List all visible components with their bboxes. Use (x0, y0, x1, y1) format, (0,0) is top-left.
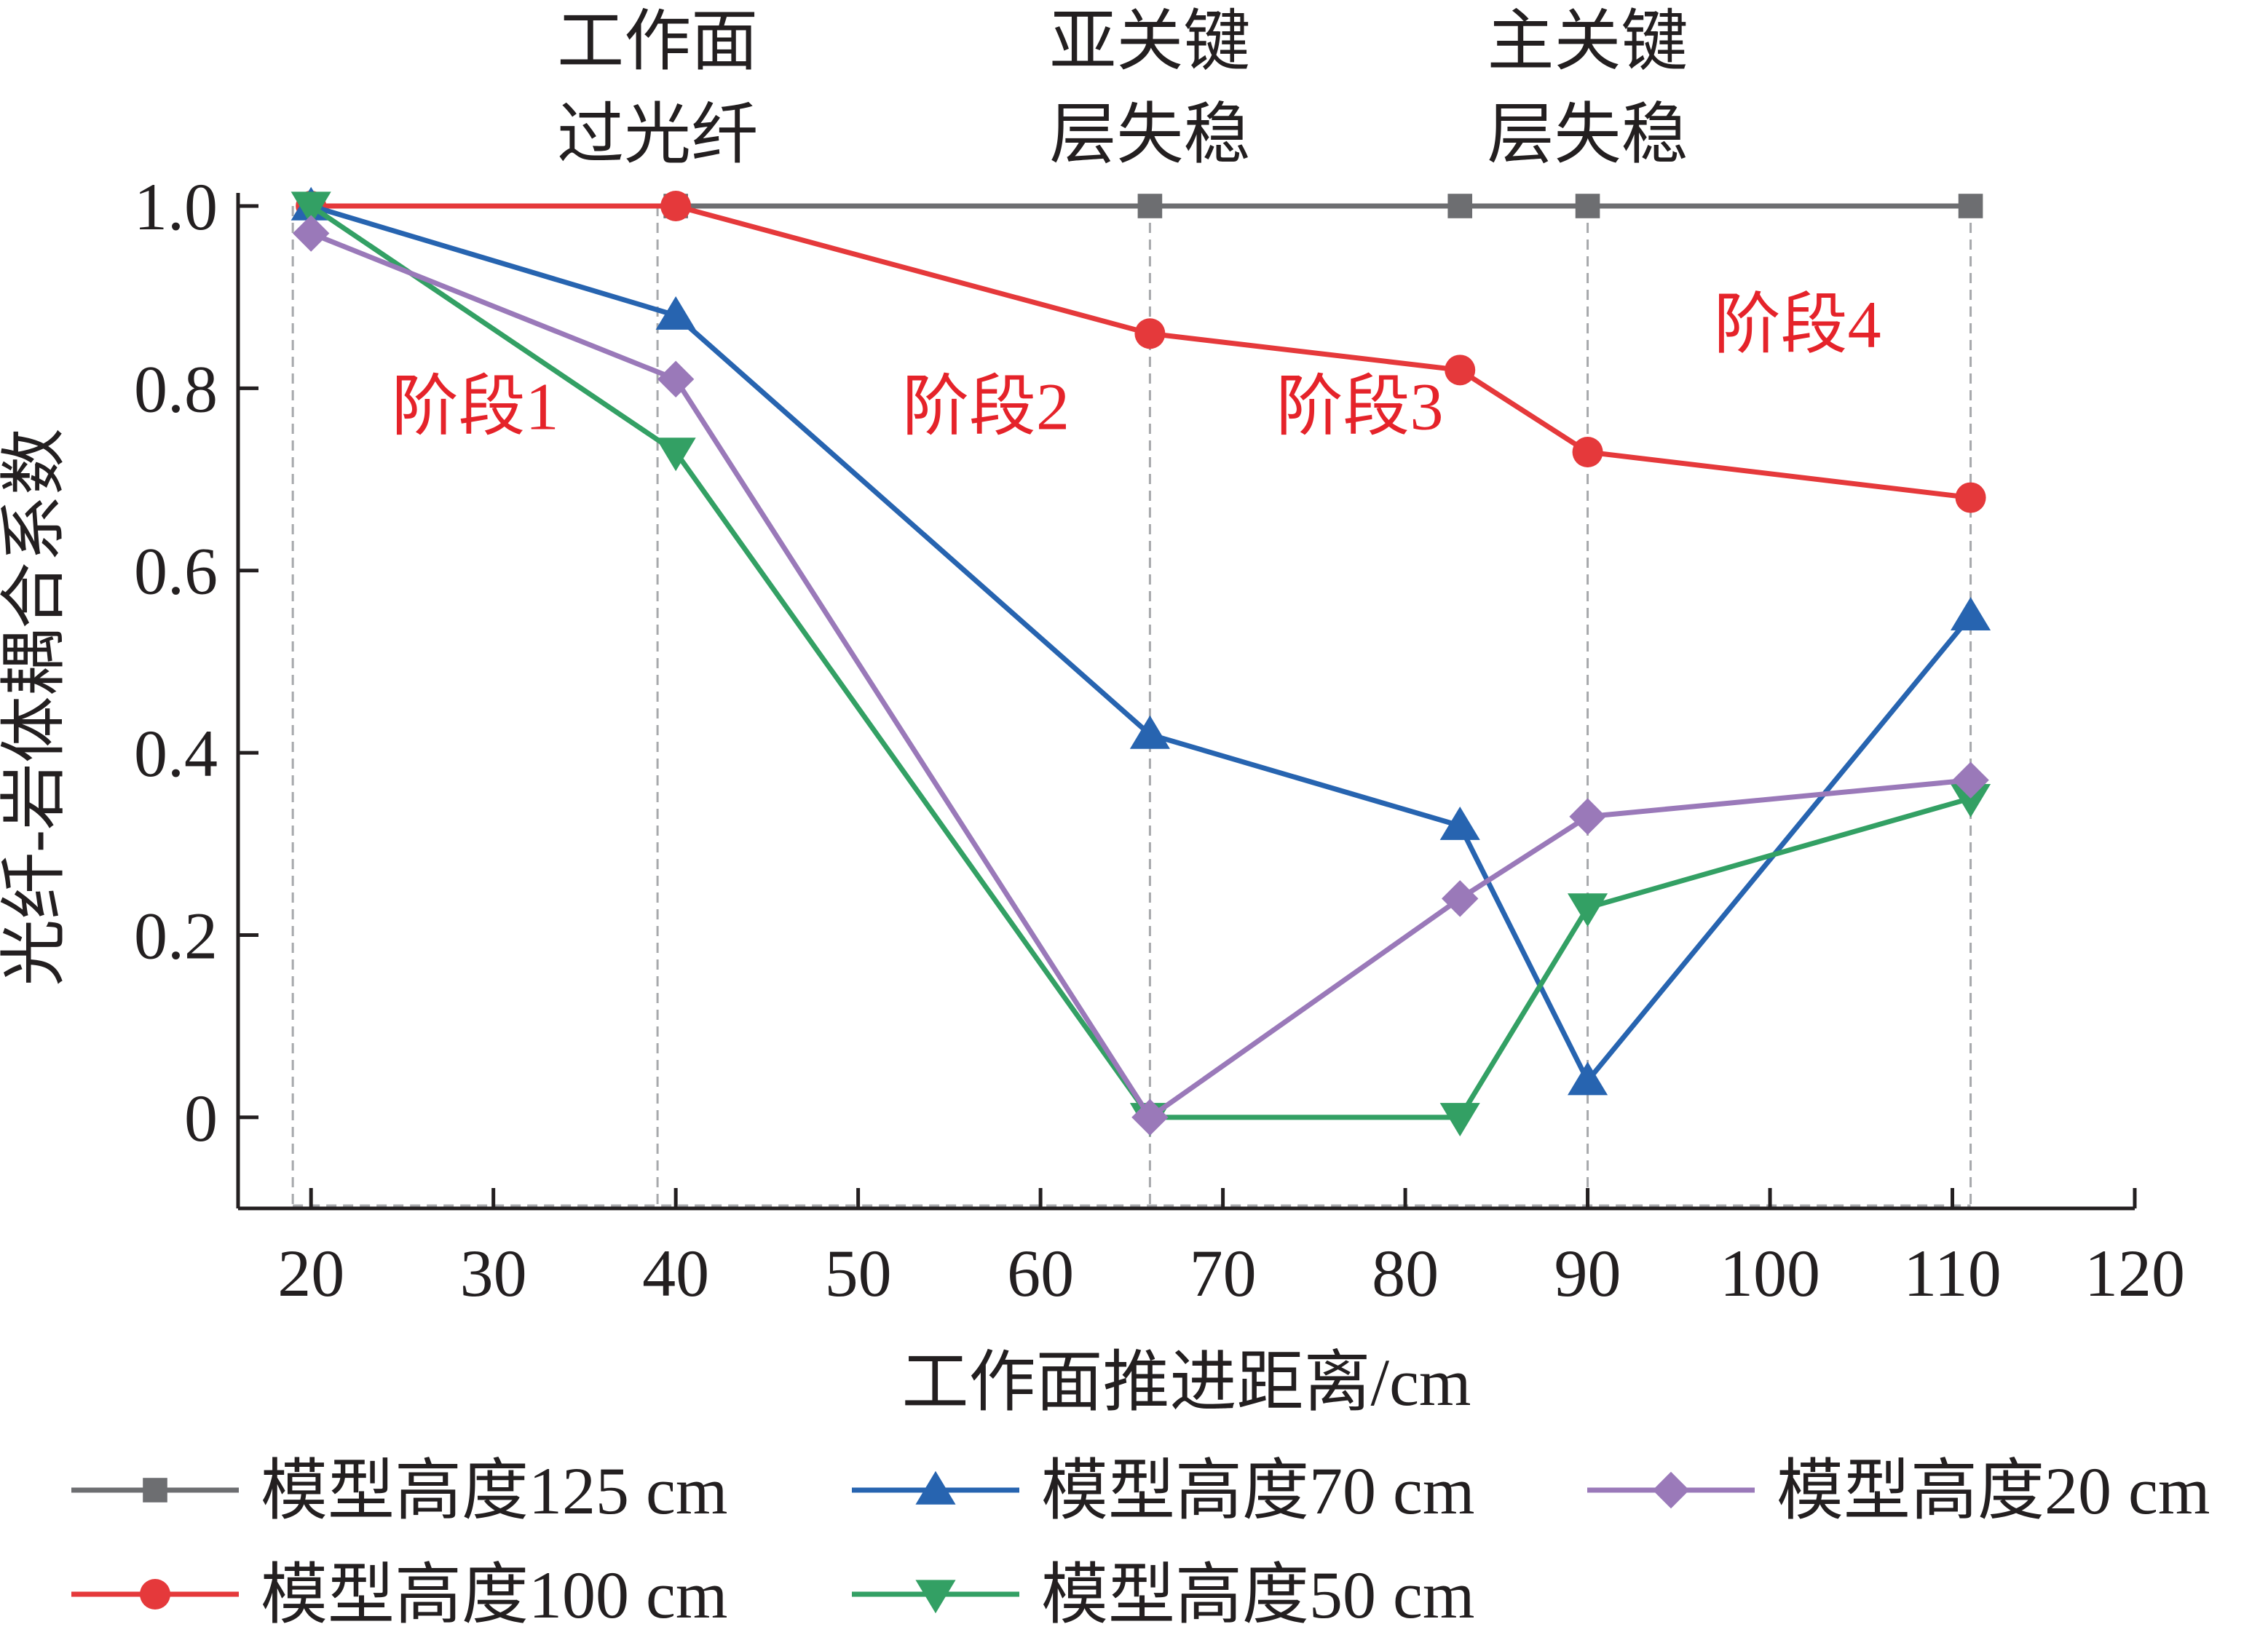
data-point-circle (1134, 318, 1166, 349)
data-point-triangle-down (655, 438, 696, 472)
y-tick-label: 0.8 (134, 352, 218, 426)
data-point-triangle-up (655, 296, 696, 330)
x-tick-label: 80 (1372, 1236, 1439, 1310)
legend-label: 模型高度70 cm (1041, 1454, 1474, 1528)
data-point-triangle-down (915, 1580, 956, 1614)
data-point-diamond (1952, 761, 1989, 799)
x-tick-label: 70 (1190, 1236, 1257, 1310)
series-line (311, 203, 1971, 501)
data-point-circle (1955, 482, 1986, 513)
event-annotation: 过光纤 (557, 98, 758, 172)
x-tick-label: 20 (277, 1236, 344, 1310)
event-annotation: 亚关键 (1049, 4, 1250, 79)
legend-item: 模型高度100 cm (71, 1558, 727, 1632)
x-tick-label: 40 (642, 1236, 709, 1310)
legend-label: 模型高度20 cm (1777, 1454, 2210, 1528)
data-point-triangle-down (1951, 783, 1991, 817)
series-line (309, 204, 1972, 1120)
stage-label: 阶段4 (1714, 288, 1881, 362)
data-point-triangle-down (291, 191, 331, 226)
data-point-triangle-up (1129, 715, 1170, 749)
x-tick-label: 60 (1007, 1236, 1074, 1310)
data-point-diamond (1442, 880, 1479, 917)
data-point-diamond (292, 215, 330, 252)
y-tick-label: 0.4 (134, 716, 218, 791)
stage-label: 阶段1 (392, 370, 559, 444)
y-tick-label: 0.6 (134, 534, 218, 609)
data-point-triangle-up (1567, 1061, 1608, 1096)
data-point-circle (1572, 436, 1603, 467)
data-point-circle (660, 191, 692, 221)
x-axis-title: 工作面推进距离/cm (902, 1345, 1471, 1420)
data-point-circle (140, 1579, 170, 1610)
x-tick-label: 110 (1903, 1236, 2002, 1310)
data-point-square (1447, 194, 1473, 218)
data-point-triangle-down (1439, 1103, 1480, 1137)
legend-item: 模型高度70 cm (852, 1454, 1474, 1528)
y-tick-label: 0.2 (134, 898, 218, 973)
series-line (309, 231, 1971, 1120)
legend-label: 模型高度125 cm (261, 1454, 727, 1528)
legend-label: 模型高度100 cm (261, 1558, 727, 1632)
event-annotation: 工作面 (557, 4, 758, 79)
event-guides (291, 206, 1972, 1208)
data-point-diamond (1131, 1098, 1169, 1136)
data-point-square (143, 1478, 167, 1503)
event-annotation: 层失稳 (1487, 98, 1688, 172)
data-point-triangle-up (1951, 597, 1991, 631)
data-point-diamond (657, 360, 695, 398)
x-tick-label: 50 (825, 1236, 892, 1310)
data-point-circle (1445, 355, 1476, 386)
data-point-square (1575, 194, 1600, 218)
legend-item: 模型高度125 cm (71, 1454, 727, 1528)
x-tick-label: 90 (1554, 1236, 1621, 1310)
stage-label: 阶段3 (1276, 370, 1443, 444)
y-tick-label: 1.0 (134, 170, 218, 244)
event-annotation: 主关键 (1487, 4, 1688, 79)
data-point-diamond (1569, 798, 1606, 835)
data-point-triangle-up (1439, 806, 1480, 840)
data-point-diamond (1652, 1471, 1690, 1509)
legend-item: 模型高度20 cm (1587, 1454, 2210, 1528)
data-point-square (1137, 194, 1163, 218)
data-point-triangle-down (1567, 893, 1608, 927)
event-annotation: 层失稳 (1049, 98, 1250, 172)
stage-label: 阶段2 (902, 370, 1070, 444)
x-tick-label: 100 (1720, 1236, 1820, 1310)
x-tick-label: 120 (2085, 1236, 2185, 1310)
axes: 20 30 40 50 60 70 80 90 100 110 120 0 0.2 0.4 0.6 0.8 1.… (0, 170, 2185, 1420)
x-tick-label: 30 (460, 1236, 527, 1310)
legend: 模型高度125 cm 模型高度100 cm 模型高度70 cm 模型高度50 cm 模型… (71, 1454, 2210, 1632)
series-4 (292, 215, 1989, 1136)
data-point-triangle-up (915, 1470, 956, 1505)
y-axis-title: 光纤-岩体耦合系数 (0, 428, 71, 986)
y-tick-label: 0 (184, 1081, 218, 1155)
legend-item: 模型高度50 cm (852, 1558, 1474, 1632)
data-point-square (1958, 194, 1983, 218)
series-lines (291, 186, 1991, 1137)
series-line (310, 203, 1973, 1084)
legend-label: 模型高度50 cm (1041, 1558, 1474, 1632)
